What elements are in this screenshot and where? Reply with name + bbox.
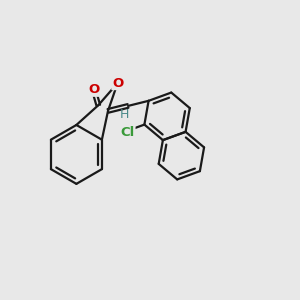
Text: Cl: Cl [121, 127, 135, 140]
Text: O: O [112, 76, 123, 90]
Text: H: H [120, 108, 129, 121]
Text: O: O [88, 83, 99, 96]
